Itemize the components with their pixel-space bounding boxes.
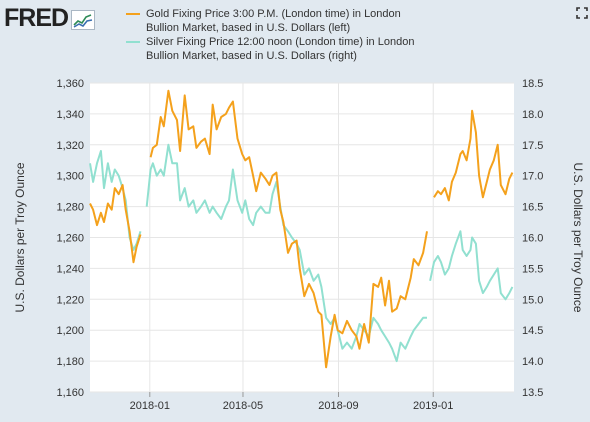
chart-legend: Gold Fixing Price 3:00 P.M. (London time…	[126, 7, 426, 63]
right-tick-label: 17.5	[522, 140, 543, 152]
x-tick-label: 2019-01	[413, 400, 453, 412]
left-axis-title: U.S. Dollars per Troy Ounce	[13, 162, 27, 312]
left-tick-label: 1,260	[56, 233, 84, 245]
gold-series-line-2	[433, 109, 514, 202]
x-tick-label: 2018-05	[223, 400, 263, 412]
gold-series-line-0	[89, 184, 142, 264]
legend-label-silver: Silver Fixing Price 12:00 noon (London t…	[146, 36, 415, 62]
right-tick-label: 15.0	[522, 294, 543, 306]
silver-series-line-2	[429, 230, 514, 301]
fullscreen-icon[interactable]	[576, 6, 588, 19]
left-tick-label: 1,360	[56, 78, 84, 90]
right-tick-label: 13.5	[522, 387, 543, 399]
right-tick-label: 17.0	[522, 171, 543, 183]
left-tick-label: 1,220	[56, 294, 84, 306]
right-axis: 13.5 14.0 14.5 15.0 15.5 16.0 16.5 17.0 17.5 18.0…	[522, 78, 543, 399]
legend-item-gold[interactable]: Gold Fixing Price 3:00 P.M. (London time…	[126, 7, 426, 35]
right-tick-label: 18.0	[522, 109, 543, 121]
legend-swatch-gold	[126, 13, 140, 15]
left-tick-label: 1,300	[56, 171, 84, 183]
legend-swatch-silver	[126, 41, 140, 43]
line-chart-icon	[71, 9, 96, 30]
left-tick-label: 1,280	[56, 202, 84, 214]
left-tick-label: 1,340	[56, 109, 84, 121]
x-tick-label: 2018-09	[318, 400, 358, 412]
x-axis: 2018-01 2018-05 2018-09 2019-01	[130, 392, 453, 412]
left-tick-label: 1,200	[56, 325, 84, 337]
gold-series-line-1	[149, 89, 428, 369]
right-tick-label: 14.0	[522, 356, 543, 368]
fred-logo[interactable]: FRED	[4, 4, 96, 32]
left-tick-label: 1,240	[56, 263, 84, 275]
left-axis: 1,160 1,180 1,200 1,220 1,240 1,260 1,280 1,300…	[56, 78, 84, 399]
legend-item-silver[interactable]: Silver Fixing Price 12:00 noon (London t…	[126, 35, 426, 63]
x-tick-label: 2018-01	[130, 400, 170, 412]
right-tick-label: 16.0	[522, 233, 543, 245]
right-tick-label: 14.5	[522, 325, 543, 337]
left-tick-label: 1,160	[56, 387, 84, 399]
right-axis-title: U.S. Dollars per Troy Ounce	[571, 162, 585, 312]
left-tick-label: 1,320	[56, 140, 84, 152]
right-tick-label: 18.5	[522, 78, 543, 90]
legend-label-gold: Gold Fixing Price 3:00 P.M. (London time…	[146, 8, 401, 34]
left-tick-label: 1,180	[56, 356, 84, 368]
right-tick-label: 16.5	[522, 202, 543, 214]
series-layer	[89, 89, 514, 369]
logo-text: FRED	[4, 4, 69, 32]
right-tick-label: 15.5	[522, 263, 543, 275]
